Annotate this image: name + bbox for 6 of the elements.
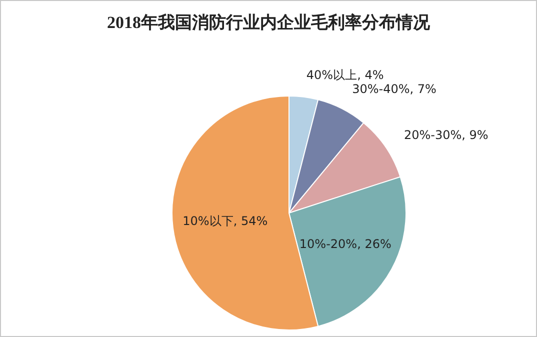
slice-label: 10%-20%, 26% (299, 237, 392, 251)
slice-label: 40%以上, 4% (306, 68, 384, 82)
chart-title: 2018年我国消防行业内企业毛利率分布情况 (106, 12, 431, 34)
slice-label: 30%-40%, 7% (352, 82, 436, 96)
slice-label: 10%以下, 54% (182, 214, 268, 228)
slice-label: 20%-30%, 9% (404, 128, 488, 142)
